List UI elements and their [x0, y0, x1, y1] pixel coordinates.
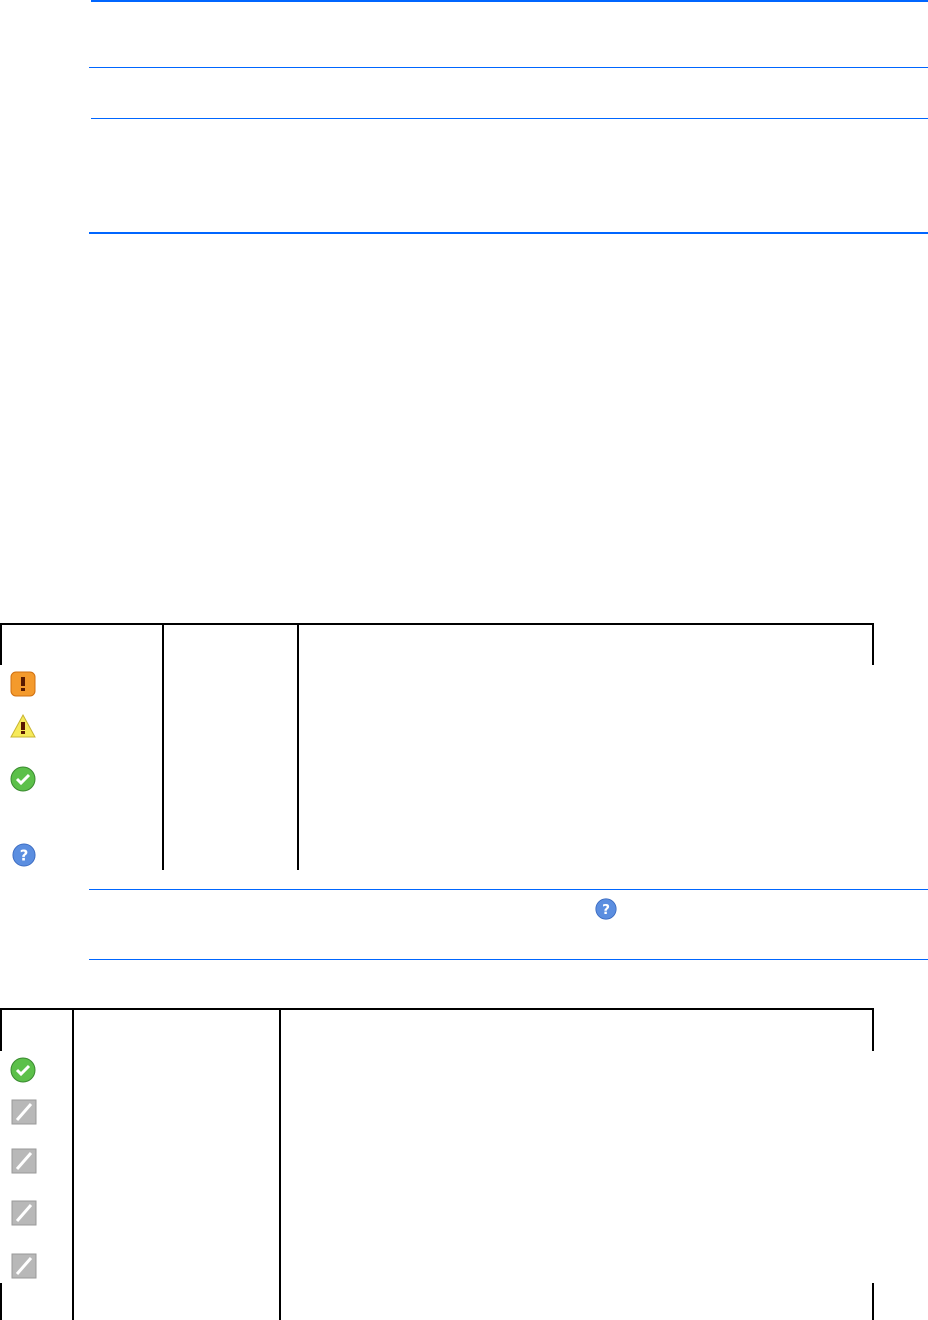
- column-divider: [279, 1008, 281, 1320]
- disabled-icon: [11, 1148, 37, 1174]
- divider: [89, 232, 928, 234]
- divider: [89, 959, 928, 960]
- warning-icon: [10, 713, 36, 738]
- help-icon[interactable]: ?: [595, 898, 617, 920]
- svg-text:?: ?: [20, 848, 29, 865]
- help-icon: ?: [12, 843, 36, 867]
- column-divider: [162, 623, 164, 870]
- column-divider: [72, 1008, 74, 1320]
- ok-icon: [10, 1057, 36, 1083]
- divider: [89, 889, 928, 890]
- table-border: [0, 1008, 874, 1010]
- table-border: [872, 1008, 874, 1051]
- table-border: [0, 623, 874, 625]
- divider: [91, 0, 928, 2]
- disabled-icon: [11, 1099, 37, 1125]
- divider: [89, 67, 928, 68]
- table-border: [872, 623, 874, 665]
- table-border: [0, 623, 2, 665]
- error-icon: [10, 671, 36, 697]
- divider: [91, 118, 928, 119]
- table-border: [0, 1283, 2, 1320]
- table-border: [872, 1283, 874, 1320]
- disabled-icon: [11, 1200, 37, 1226]
- svg-text:?: ?: [602, 902, 610, 918]
- table-border: [0, 1008, 2, 1051]
- ok-icon: [10, 766, 36, 792]
- column-divider: [297, 623, 299, 870]
- disabled-icon: [11, 1253, 37, 1279]
